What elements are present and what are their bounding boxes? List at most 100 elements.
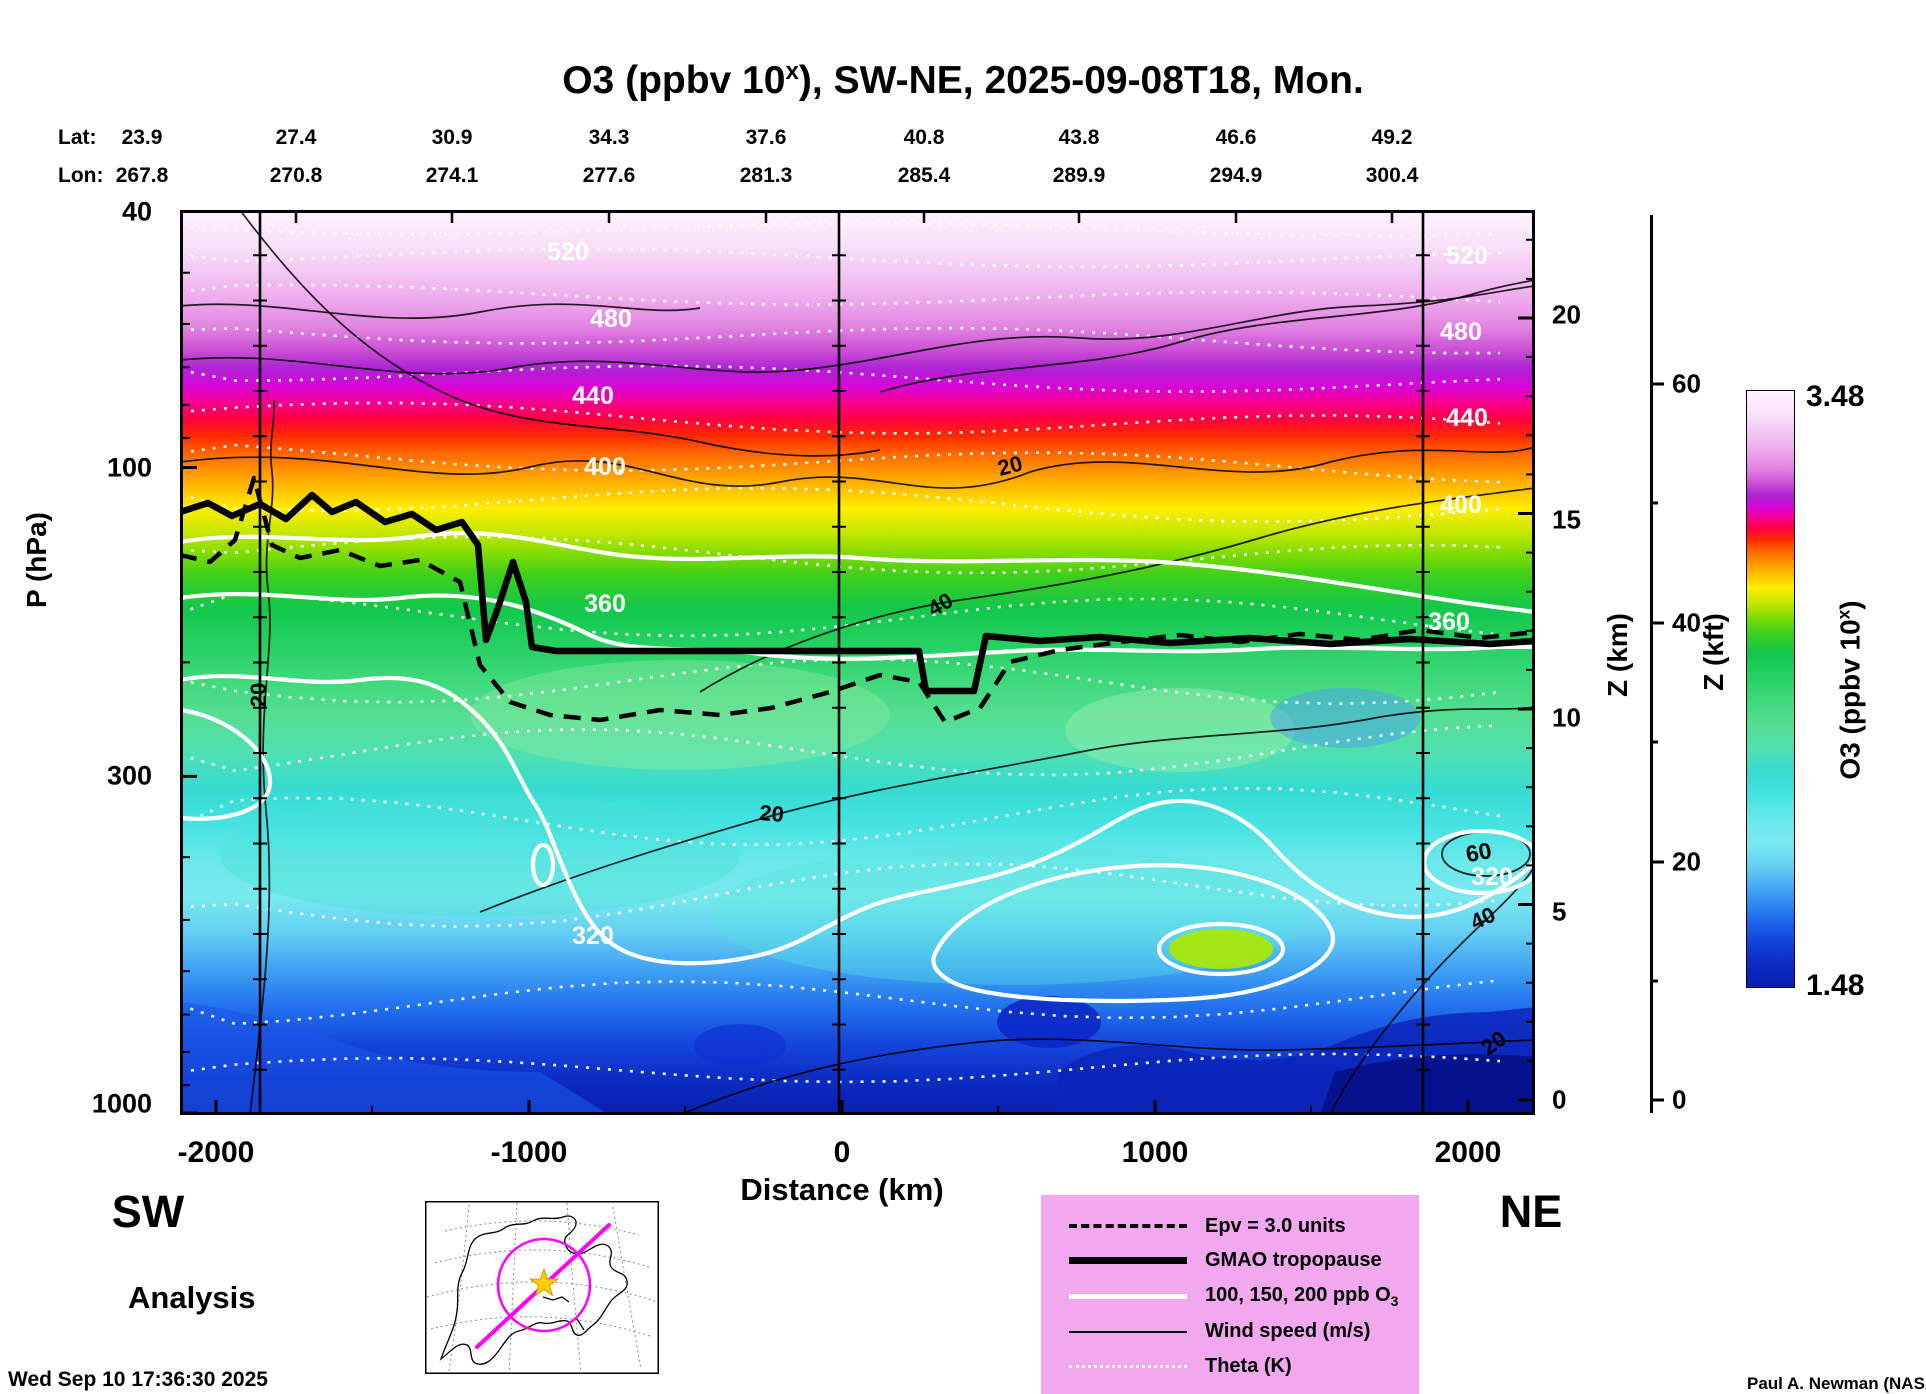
kft-minor-tick (1650, 501, 1658, 505)
wind-line-sample (1069, 1330, 1187, 1333)
lon-caption: Lon: (58, 164, 104, 187)
plot-border (180, 210, 1535, 1115)
kft-minor-tick (1650, 740, 1658, 744)
legend-item-epv: Epv = 3.0 units (1041, 1215, 1419, 1238)
contour-label: 440 (572, 382, 614, 410)
kft-tick-0: 0 (1672, 1084, 1687, 1115)
lat-value: 46.6 (1215, 126, 1257, 149)
contour-label: 20 (758, 800, 785, 827)
contour-label: 20 (246, 683, 271, 707)
lat-value: 40.8 (903, 126, 945, 149)
contour-label: 480 (1440, 318, 1482, 346)
x-tick-0: 0 (833, 1136, 851, 1169)
contour-label: 320 (1471, 863, 1513, 891)
colorbar-title: O3 (ppbv 10x) (1833, 600, 1866, 779)
lon-value: 267.8 (115, 164, 169, 187)
contour-label: 440 (1446, 404, 1488, 432)
theta-line-sample (1069, 1364, 1187, 1368)
kft-minor-tick (1650, 979, 1658, 983)
p-tick-300: 300 (106, 760, 152, 791)
cross-section-plot: 520 520 480 480 440 440 400 400 360 360 320 320 20 20… (180, 210, 1535, 1115)
location-star (528, 1267, 560, 1297)
page-title: O3 (ppbv 10x), SW-NE, 2025-09-08T18, Mon… (0, 58, 1926, 103)
kft-tick-20: 20 (1672, 846, 1701, 877)
legend-label-theta: Theta (K) (1205, 1354, 1292, 1377)
lat-value: 37.6 (745, 126, 787, 149)
lat-caption: Lat: (58, 126, 97, 149)
colorbar (1746, 390, 1795, 988)
lat-value: 27.4 (275, 126, 317, 149)
contour-label: 360 (584, 590, 626, 618)
kft-axis-line (1650, 215, 1653, 1113)
epv-contour (180, 475, 1535, 725)
km-tick-10: 10 (1552, 702, 1581, 733)
lat-value: 30.9 (431, 126, 473, 149)
km-tick-20: 20 (1552, 299, 1581, 330)
legend-item-theta: Theta (K) (1041, 1355, 1419, 1378)
o3-line-sample (1069, 1293, 1187, 1299)
contour-label: 320 (572, 922, 614, 950)
title-superscript: x (785, 58, 799, 85)
title-text: O3 (ppbv 10 (562, 59, 786, 102)
legend-label-wind: Wind speed (m/s) (1205, 1320, 1371, 1342)
lat-value: 43.8 (1058, 126, 1100, 149)
contour-label: 480 (590, 305, 632, 333)
lat-value: 49.2 (1371, 126, 1413, 149)
kft-tick-mark (1650, 860, 1664, 864)
p-tick-100: 100 (106, 452, 152, 483)
legend-item-wind: Wind speed (m/s) (1041, 1320, 1419, 1343)
kft-tick-mark (1650, 1098, 1664, 1102)
colorbar-title-text: O3 (ppbv 10 (1834, 619, 1866, 780)
km-axis-title: Z (km) (1602, 613, 1633, 697)
lon-value: 277.6 (582, 164, 636, 187)
contour-label: 520 (1446, 242, 1488, 270)
lon-value: 274.1 (425, 164, 479, 187)
colorbar-min: 1.48 (1806, 969, 1865, 1002)
contour-label: 60 (1464, 837, 1494, 867)
colorbar-title-sup: x (1833, 609, 1854, 620)
ne-endpoint-label: NE (1499, 1186, 1563, 1237)
x-tick-2000: 2000 (1434, 1136, 1502, 1169)
contour-label: 520 (547, 238, 589, 266)
km-tick-0: 0 (1552, 1084, 1567, 1115)
credit: Paul A. Newman (NASA (1747, 1374, 1926, 1393)
p-tick-40: 40 (121, 196, 152, 227)
gmao-tropopause-line (180, 491, 1535, 695)
x-tick-n2000: -2000 (177, 1136, 255, 1169)
lon-value: 285.4 (897, 164, 951, 187)
o3-label-sub: 3 (1390, 1292, 1399, 1309)
x-tick-n1000: -1000 (490, 1136, 568, 1169)
range-circle (496, 1237, 592, 1333)
legend: Epv = 3.0 units GMAO tropopause 100, 150… (1041, 1195, 1419, 1394)
contour-label: 360 (1428, 608, 1470, 636)
legend-item-tropopause: GMAO tropopause (1041, 1249, 1419, 1272)
kft-tick-60: 60 (1672, 368, 1701, 399)
tropopause-line-sample (1069, 1257, 1187, 1264)
kft-tick-mark (1650, 621, 1664, 625)
contour-label: 400 (584, 453, 626, 481)
legend-item-o3: 100, 150, 200 ppb O3 (1041, 1284, 1419, 1309)
colorbar-max: 3.48 (1806, 380, 1865, 413)
o3-ppb-contour-lines (180, 530, 1535, 1004)
legend-label-tropopause: GMAO tropopause (1205, 1249, 1382, 1271)
lon-value: 270.8 (269, 164, 323, 187)
lon-value: 300.4 (1365, 164, 1419, 187)
lat-row: 23.9 27.4 30.9 34.3 37.6 40.8 43.8 46.6 49.2 (0, 126, 1926, 152)
kft-axis-title: Z (kft) (1698, 613, 1729, 691)
lon-value: 294.9 (1209, 164, 1263, 187)
lon-value: 289.9 (1052, 164, 1106, 187)
o3-filled-contours (180, 210, 1535, 1115)
lon-row: 267.8 270.8 274.1 277.6 281.3 285.4 289.9 294.9… (0, 164, 1926, 190)
legend-label-epv: Epv = 3.0 units (1205, 1214, 1346, 1237)
colorbar-title-text-2: ) (1834, 600, 1866, 610)
coastline (439, 1215, 628, 1365)
contour-label: 400 (1440, 491, 1482, 519)
timestamp: Wed Sep 10 17:36:30 2025 (8, 1368, 268, 1391)
sw-endpoint-label: SW (111, 1186, 185, 1237)
legend-label-o3: 100, 150, 200 ppb O3 (1205, 1284, 1398, 1309)
p-tick-1000: 1000 (91, 1088, 152, 1119)
lat-value: 23.9 (121, 126, 163, 149)
title-text-2: ), SW-NE, 2025-09-08T18, Mon. (798, 59, 1364, 102)
o3-label-text: 100, 150, 200 ppb O (1205, 1283, 1391, 1306)
